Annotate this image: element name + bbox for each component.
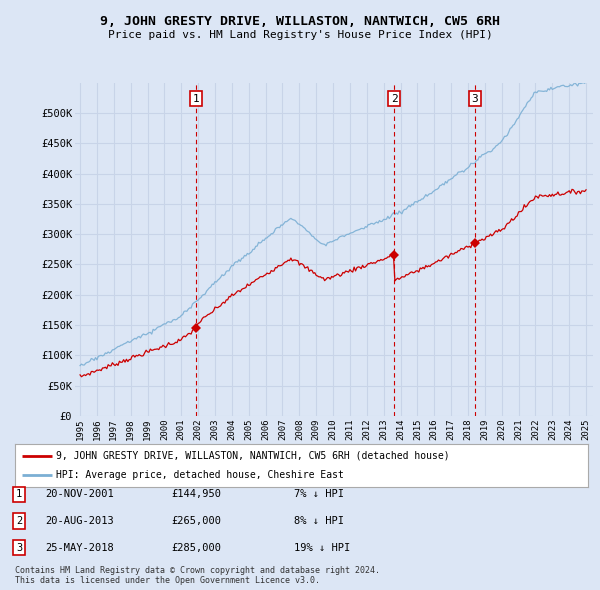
Text: 9, JOHN GRESTY DRIVE, WILLASTON, NANTWICH, CW5 6RH (detached house): 9, JOHN GRESTY DRIVE, WILLASTON, NANTWIC…: [56, 451, 450, 461]
Text: 19% ↓ HPI: 19% ↓ HPI: [294, 543, 350, 552]
Text: 25-MAY-2018: 25-MAY-2018: [45, 543, 114, 552]
Text: Contains HM Land Registry data © Crown copyright and database right 2024.: Contains HM Land Registry data © Crown c…: [15, 566, 380, 575]
Text: 20-AUG-2013: 20-AUG-2013: [45, 516, 114, 526]
Text: HPI: Average price, detached house, Cheshire East: HPI: Average price, detached house, Ches…: [56, 470, 344, 480]
Text: 2: 2: [391, 94, 398, 104]
Text: 20-NOV-2001: 20-NOV-2001: [45, 490, 114, 499]
Text: £265,000: £265,000: [171, 516, 221, 526]
Text: 1: 1: [193, 94, 200, 104]
Text: 1: 1: [16, 490, 22, 499]
Text: 3: 3: [472, 94, 478, 104]
Text: 3: 3: [16, 543, 22, 552]
Text: 9, JOHN GRESTY DRIVE, WILLASTON, NANTWICH, CW5 6RH: 9, JOHN GRESTY DRIVE, WILLASTON, NANTWIC…: [100, 15, 500, 28]
Text: Price paid vs. HM Land Registry's House Price Index (HPI): Price paid vs. HM Land Registry's House …: [107, 30, 493, 40]
Text: £285,000: £285,000: [171, 543, 221, 552]
Text: £144,950: £144,950: [171, 490, 221, 499]
Text: 2: 2: [16, 516, 22, 526]
Text: This data is licensed under the Open Government Licence v3.0.: This data is licensed under the Open Gov…: [15, 576, 320, 585]
Text: 8% ↓ HPI: 8% ↓ HPI: [294, 516, 344, 526]
Text: 7% ↓ HPI: 7% ↓ HPI: [294, 490, 344, 499]
